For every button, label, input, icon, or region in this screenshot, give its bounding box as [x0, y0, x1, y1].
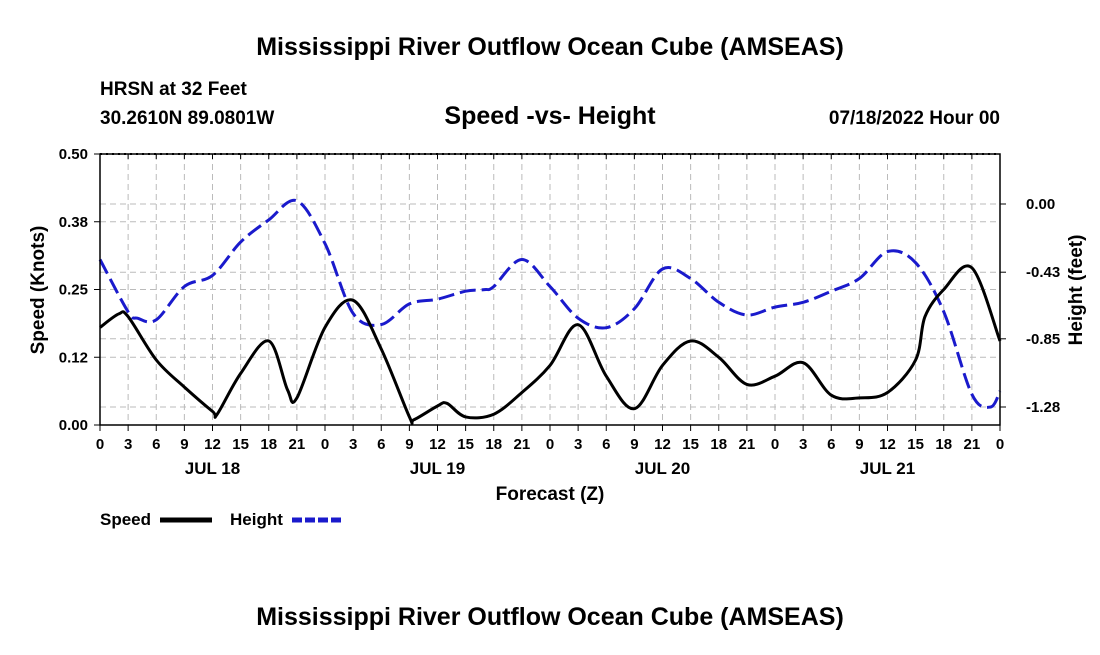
x-tick-label: 0: [321, 436, 329, 453]
x-tick-label: 18: [485, 436, 502, 453]
x-tick-label: 12: [879, 436, 896, 453]
y2-tick-label: -1.28: [1026, 399, 1060, 416]
x-tick-label: 21: [964, 436, 981, 453]
page-title: Mississippi River Outflow Ocean Cube (AM…: [256, 33, 844, 61]
x-tick-label: 9: [630, 436, 638, 453]
x-tick-label: 0: [96, 436, 104, 453]
x-tick-label: 9: [180, 436, 188, 453]
legend-speed-label: Speed: [100, 510, 151, 529]
x-tick-label: 0: [996, 436, 1004, 453]
x-day-label: JUL 21: [860, 459, 915, 478]
series-layer: [98, 198, 1002, 425]
y-axis-title: Speed (Knots): [28, 226, 49, 355]
y2-tick-label: 0.00: [1026, 196, 1055, 213]
x-day-label: JUL 18: [185, 459, 240, 478]
footer-title: Mississippi River Outflow Ocean Cube (AM…: [256, 603, 844, 631]
x-tick-label: 3: [349, 436, 357, 453]
x-tick-label: 6: [602, 436, 610, 453]
x-tick-label: 9: [405, 436, 413, 453]
station-label: HRSN at 32 Feet: [100, 79, 247, 100]
speed-series-line: [99, 264, 1002, 425]
x-tick-label: 6: [827, 436, 835, 453]
height-series-line: [98, 198, 1002, 409]
x-tick-label: 18: [935, 436, 952, 453]
x-tick-label: 6: [152, 436, 160, 453]
date-hour-label: 07/18/2022 Hour 00: [829, 108, 1000, 129]
x-tick-label: 15: [907, 436, 924, 453]
x-axis-title: Forecast (Z): [496, 484, 605, 505]
grid-lines: [100, 154, 1000, 425]
legend: Speed Height: [100, 510, 342, 529]
chart-title: Speed -vs- Height: [444, 102, 656, 130]
y2-tick-label: -0.85: [1026, 331, 1060, 348]
x-tick-label: 3: [574, 436, 582, 453]
x-tick-label: 21: [514, 436, 531, 453]
legend-height-label: Height: [230, 510, 283, 529]
x-tick-label: 0: [546, 436, 554, 453]
x-tick-label: 3: [799, 436, 807, 453]
x-day-label: JUL 20: [635, 459, 690, 478]
location-label: 30.2610N 89.0801W: [100, 108, 274, 129]
y-tick-label: 0.50: [59, 146, 88, 163]
y2-tick-label: -0.43: [1026, 264, 1060, 281]
x-tick-label: 21: [289, 436, 306, 453]
y2-axis-title: Height (feet): [1066, 235, 1087, 346]
x-tick-label: 9: [855, 436, 863, 453]
y-tick-label: 0.00: [59, 417, 88, 434]
x-tick-label: 18: [260, 436, 277, 453]
x-tick-label: 12: [654, 436, 671, 453]
x-day-label: JUL 19: [410, 459, 465, 478]
x-tick-label: 15: [682, 436, 699, 453]
x-tick-label: 15: [457, 436, 474, 453]
x-tick-label: 3: [124, 436, 132, 453]
y-tick-label: 0.25: [59, 282, 88, 299]
x-tick-label: 21: [739, 436, 756, 453]
x-tick-label: 18: [710, 436, 727, 453]
x-tick-label: 6: [377, 436, 385, 453]
y-tick-label: 0.12: [59, 349, 88, 366]
x-tick-label: 15: [232, 436, 249, 453]
axis-ticks: 0 3 6 9 12 15 18 21 0 3 6 9 12 15 18 21 0 3 6 9 12 15 18 21 0 3 6 9…: [59, 146, 1060, 478]
y-tick-label: 0.38: [59, 214, 88, 231]
x-tick-label: 12: [429, 436, 446, 453]
x-tick-label: 12: [204, 436, 221, 453]
x-tick-label: 0: [771, 436, 779, 453]
